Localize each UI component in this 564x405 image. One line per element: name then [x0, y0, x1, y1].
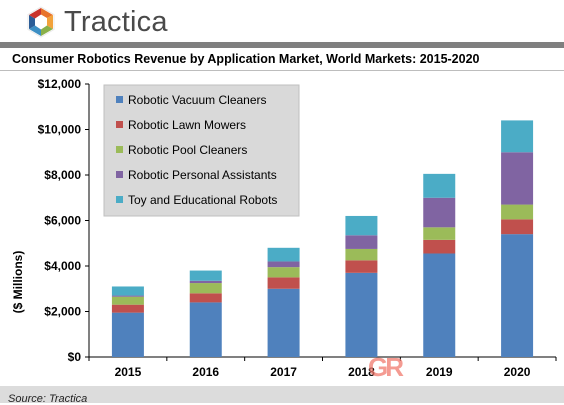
bar-segment-pool: [189, 283, 222, 294]
x-tick-label: 2015: [115, 365, 142, 379]
y-tick-label: $10,000: [38, 123, 82, 137]
bar-segment-mowers: [501, 219, 534, 235]
bar-segment-toys: [345, 215, 378, 236]
bar-segment-toys: [501, 120, 534, 153]
y-tick-label: $12,000: [38, 77, 82, 91]
stacked-bar-chart: $0 $2,000 $4,000 $6,000 $8,000 $10,000 $12,000…: [11, 77, 557, 382]
legend-label: Robotic Pool Cleaners: [128, 143, 247, 157]
bar-segment-toys: [189, 270, 222, 281]
bar-segment-pool: [501, 204, 534, 220]
x-tick-label: 2020: [504, 365, 531, 379]
legend-box: [103, 84, 300, 217]
x-tick-label: 2019: [426, 365, 453, 379]
y-tick-label: $2,000: [44, 305, 81, 319]
chart-title: Consumer Robotics Revenue by Application…: [12, 52, 480, 66]
legend-swatch-toys: [116, 196, 123, 203]
bar-segment-vacuum: [345, 272, 378, 357]
tractica-logo: Tractica: [24, 4, 168, 40]
legend-label: Robotic Personal Assistants: [128, 168, 277, 182]
legend-swatch-vacuum: [116, 96, 123, 103]
bar-segment-pool: [111, 296, 144, 305]
bar-segment-vacuum: [189, 302, 222, 357]
bar-segment-vacuum: [501, 234, 534, 357]
x-tick-label: 2017: [270, 365, 297, 379]
legend-swatch-mowers: [116, 121, 123, 128]
bar-segment-vacuum: [267, 288, 300, 357]
y-tick-label: $8,000: [44, 168, 81, 182]
bar-segment-mowers: [345, 260, 378, 273]
bar-segment-pool: [267, 267, 300, 278]
y-tick-label: $6,000: [44, 214, 81, 228]
bar-segment-vacuum: [111, 312, 144, 357]
footer-bar: [0, 386, 564, 403]
legend-label: Toy and Educational Robots: [128, 193, 277, 207]
bar-segment-vacuum: [423, 253, 456, 357]
bar-segment-pool: [423, 227, 456, 240]
title-divider: [0, 70, 564, 71]
x-tick-label: 2016: [192, 365, 219, 379]
watermark-logo: GR: [368, 352, 404, 382]
bar-segment-pool: [345, 248, 378, 261]
bar-segment-toys: [267, 247, 300, 262]
bar-segment-mowers: [111, 304, 144, 313]
brand-name: Tractica: [64, 5, 168, 38]
legend-swatch-pool: [116, 146, 123, 153]
x-tick-label: 2018: [348, 365, 375, 379]
bar-segment-mowers: [423, 239, 456, 254]
source-note: Source: Tractica: [8, 393, 88, 405]
bar-segment-mowers: [267, 277, 300, 289]
legend-label: Robotic Lawn Mowers: [128, 118, 246, 132]
legend-label: Robotic Vacuum Cleaners: [128, 93, 267, 107]
bar-segment-assistants: [267, 261, 300, 268]
header-bar: [0, 42, 564, 48]
bar-segment-assistants: [345, 235, 378, 249]
bar-segment-toys: [111, 286, 144, 296]
bar-segment-mowers: [189, 293, 222, 303]
bar-segment-assistants: [501, 152, 534, 205]
legend-swatch-assistants: [116, 171, 123, 178]
y-axis-label: ($ Millions): [11, 251, 25, 314]
bar-segment-assistants: [189, 280, 222, 284]
tractica-logo-icon: [27, 6, 55, 38]
y-tick-label: $0: [68, 350, 82, 364]
bar-segment-toys: [423, 173, 456, 198]
bar-segment-assistants: [423, 197, 456, 228]
bar-segment-assistants: [111, 295, 144, 297]
y-tick-label: $4,000: [44, 259, 81, 273]
